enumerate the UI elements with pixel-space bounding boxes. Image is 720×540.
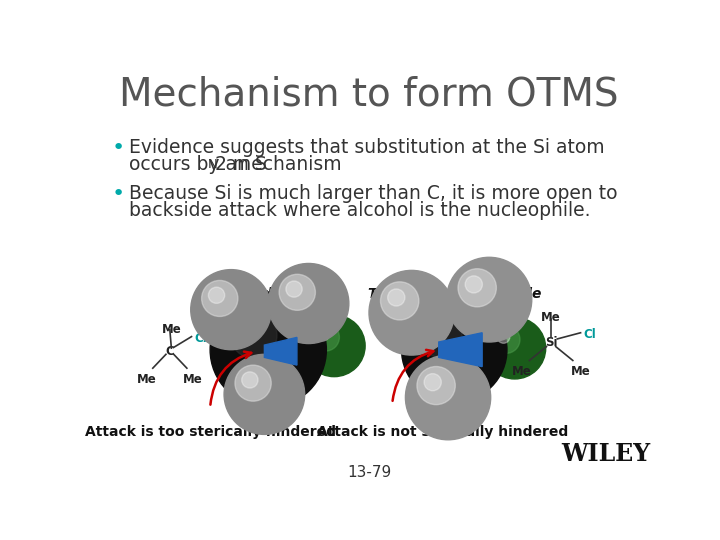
Circle shape	[380, 282, 419, 320]
Text: Cl: Cl	[194, 332, 207, 345]
Text: Cl: Cl	[584, 328, 596, 341]
Circle shape	[235, 365, 271, 401]
Circle shape	[269, 264, 349, 343]
Circle shape	[286, 281, 302, 297]
Circle shape	[498, 331, 510, 343]
Text: Mechanism to form OTMS: Mechanism to form OTMS	[120, 75, 618, 113]
Text: Attack is not sterically hindered: Attack is not sterically hindered	[317, 425, 568, 439]
Circle shape	[405, 355, 490, 440]
Text: •: •	[112, 138, 125, 158]
Text: Attack is too sterically hindered: Attack is too sterically hindered	[85, 425, 336, 439]
Circle shape	[224, 354, 305, 434]
Polygon shape	[438, 333, 482, 367]
Polygon shape	[264, 338, 297, 365]
Circle shape	[279, 274, 315, 310]
FancyArrowPatch shape	[210, 352, 251, 404]
Text: WILEY: WILEY	[561, 442, 650, 466]
Text: Trimethylsilyl chloride: Trimethylsilyl chloride	[368, 287, 541, 301]
Text: Si: Si	[545, 335, 557, 348]
Text: Me: Me	[183, 373, 203, 386]
Circle shape	[417, 367, 455, 404]
Circle shape	[369, 271, 454, 355]
FancyArrowPatch shape	[392, 350, 433, 401]
Circle shape	[387, 289, 405, 306]
Text: tert-Butyl chloride: tert-Butyl chloride	[196, 287, 341, 301]
Circle shape	[458, 269, 496, 307]
Text: C: C	[166, 345, 174, 357]
Circle shape	[242, 372, 258, 388]
Circle shape	[210, 292, 326, 408]
Circle shape	[402, 298, 507, 402]
Text: N: N	[208, 158, 217, 171]
Circle shape	[446, 257, 532, 342]
Circle shape	[202, 280, 238, 316]
Circle shape	[317, 328, 329, 341]
Circle shape	[424, 374, 441, 391]
Text: 13-79: 13-79	[347, 465, 391, 480]
Circle shape	[484, 318, 546, 379]
Text: Me: Me	[571, 365, 590, 378]
Circle shape	[492, 326, 520, 353]
Text: Me: Me	[512, 365, 531, 378]
Text: 2 mechanism: 2 mechanism	[215, 155, 341, 174]
Text: •: •	[112, 184, 125, 204]
Circle shape	[230, 312, 277, 359]
Text: Me: Me	[137, 373, 156, 386]
Text: Because Si is much larger than C, it is more open to: Because Si is much larger than C, it is …	[129, 184, 617, 203]
Text: backside attack where alcohol is the nucleophile.: backside attack where alcohol is the nuc…	[129, 201, 590, 220]
Circle shape	[208, 287, 225, 303]
Text: Me: Me	[541, 311, 561, 324]
Circle shape	[420, 316, 462, 357]
Text: occurs by an S: occurs by an S	[129, 155, 266, 174]
Circle shape	[312, 323, 339, 351]
Circle shape	[303, 315, 365, 377]
Text: Evidence suggests that substitution at the Si atom: Evidence suggests that substitution at t…	[129, 138, 604, 157]
Circle shape	[465, 276, 482, 293]
Circle shape	[191, 269, 271, 350]
Text: Me: Me	[161, 323, 181, 336]
